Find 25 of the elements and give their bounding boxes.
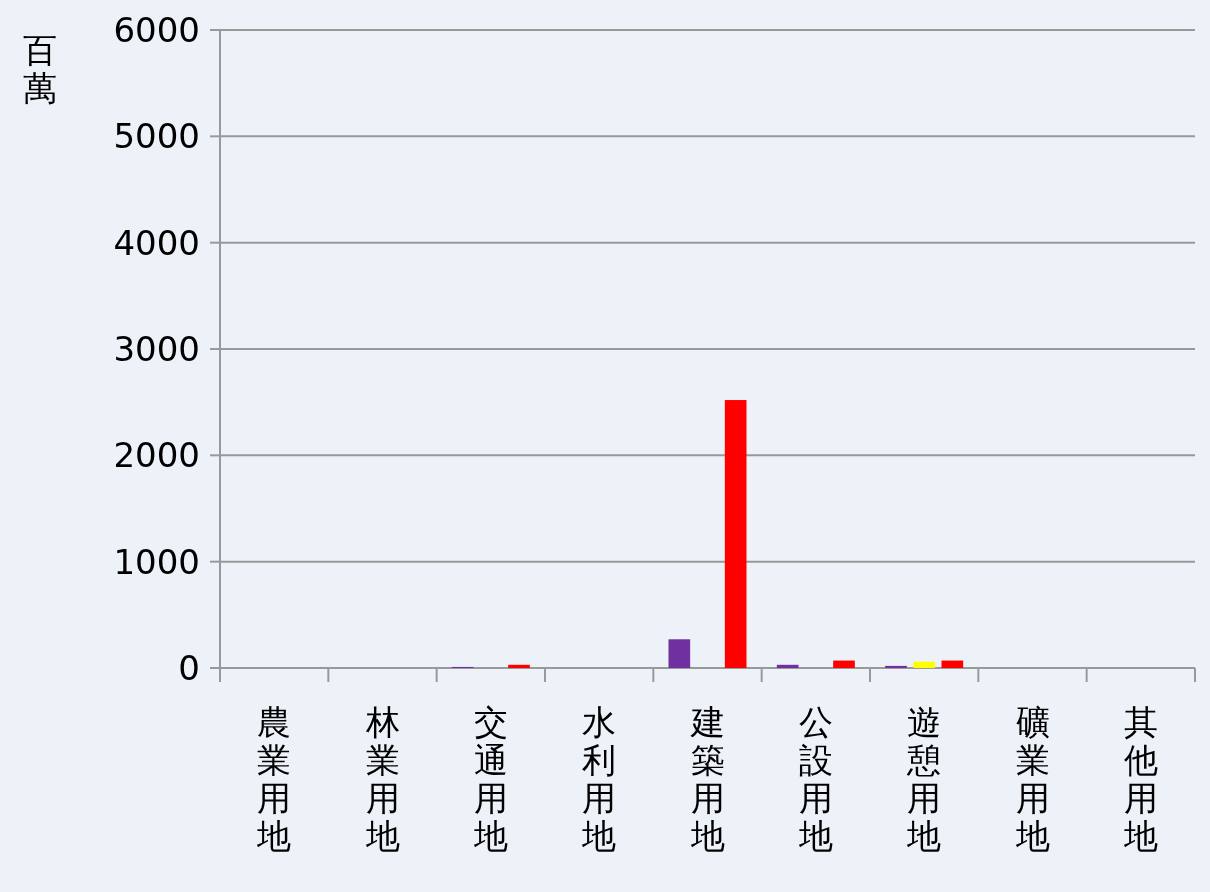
- x-tick-label: 水利用地: [581, 702, 617, 856]
- y-tick-label: 6000: [113, 10, 200, 50]
- x-tick-label: 公設用地: [797, 702, 833, 856]
- x-tick-label: 遊憩用地: [906, 702, 942, 856]
- bar: [833, 660, 855, 668]
- y-axis-title: 百萬: [23, 30, 57, 108]
- bar: [776, 664, 799, 668]
- bar: [668, 639, 691, 668]
- bar: [913, 661, 935, 668]
- x-tick-label: 林業用地: [364, 702, 400, 856]
- y-tick-label: 3000: [113, 329, 200, 369]
- y-tick-label: 4000: [113, 222, 200, 263]
- bar: [885, 665, 907, 668]
- y-tick-label: 2000: [113, 435, 200, 476]
- y-tick-label: 5000: [113, 116, 200, 157]
- x-tick-label: 其他用地: [1122, 702, 1158, 856]
- x-tick-label: 礦業用地: [1014, 702, 1050, 856]
- x-tick-label: 建築用地: [689, 702, 725, 856]
- bar: [724, 400, 747, 668]
- y-tick-label: 1000: [113, 541, 200, 582]
- bar: [941, 660, 964, 668]
- x-tick-label: 交通用地: [472, 702, 508, 856]
- y-tick-label: 0: [178, 648, 200, 688]
- x-tick-label: 農業用地: [256, 702, 292, 856]
- bar: [508, 664, 530, 668]
